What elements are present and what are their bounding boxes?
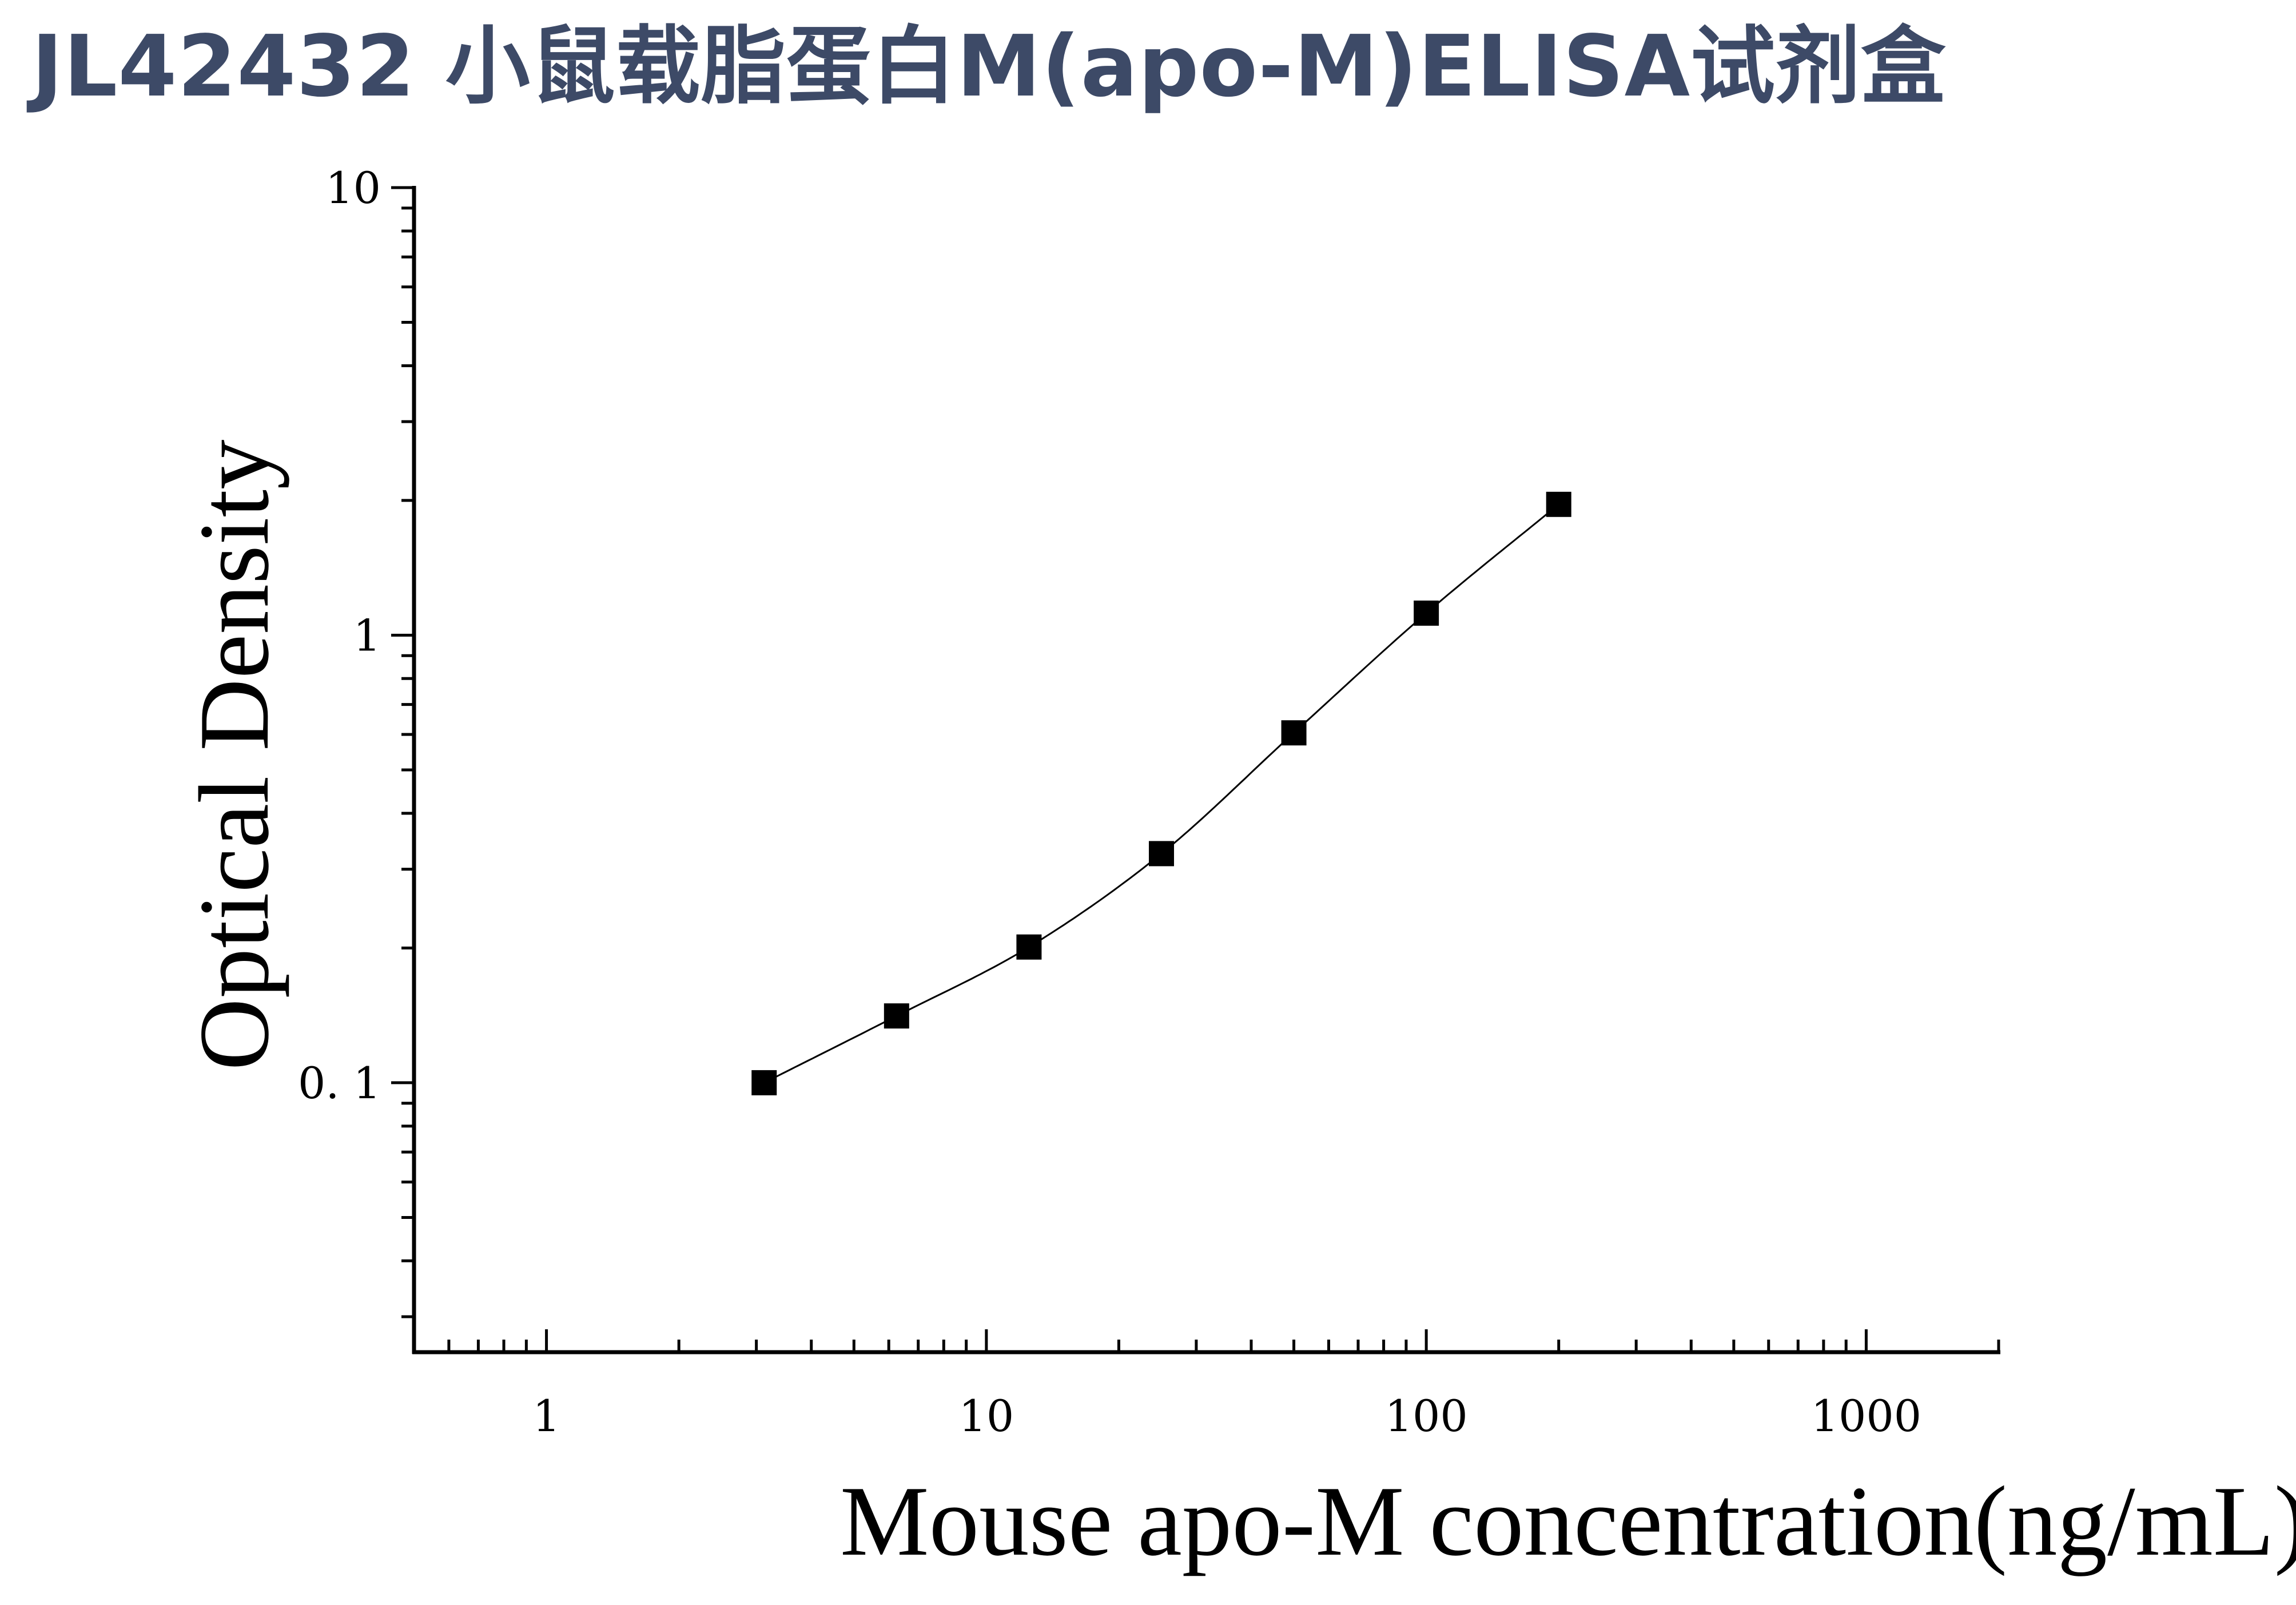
page-title: JL42432 小鼠载脂蛋白M(apo-M)ELISA试剂盒 bbox=[31, 17, 1947, 116]
y-axis-title: Optical Density bbox=[178, 439, 289, 1070]
y-tick-label: 1 bbox=[353, 610, 381, 661]
x-tick-label: 100 bbox=[1385, 1391, 1468, 1441]
x-tick-labels: 1 10 100 1000 bbox=[532, 1391, 1921, 1441]
data-point bbox=[751, 1070, 777, 1095]
axes bbox=[391, 186, 2000, 1354]
fit-curve bbox=[763, 503, 1559, 1084]
data-point bbox=[1546, 491, 1571, 517]
data-point bbox=[1016, 934, 1042, 960]
y-tick-labels: 0. 1 1 10 bbox=[298, 162, 381, 1109]
data-point bbox=[884, 1003, 909, 1029]
data-point bbox=[1148, 841, 1174, 867]
x-tick-label: 1 bbox=[532, 1391, 560, 1441]
data-point bbox=[1414, 600, 1439, 626]
x-tick-label: 10 bbox=[958, 1391, 1014, 1441]
y-tick-label: 10 bbox=[325, 162, 381, 213]
x-axis-title: Mouse apo-M concentration(ng/mL) bbox=[840, 1465, 2296, 1576]
y-tick-label: 0. 1 bbox=[298, 1058, 381, 1109]
x-tick-label: 1000 bbox=[1811, 1391, 1921, 1441]
data-point bbox=[1281, 720, 1307, 746]
data-points bbox=[751, 491, 1571, 1095]
